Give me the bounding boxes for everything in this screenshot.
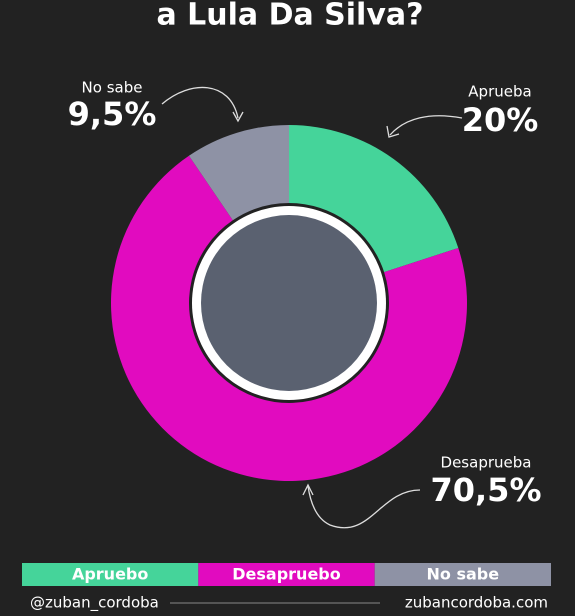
donut-segment [188, 125, 289, 221]
legend-swatch [22, 563, 199, 586]
legend-swatch [374, 563, 551, 586]
legend-label: Desapruebo [232, 565, 340, 584]
arrow-head [386, 125, 400, 138]
footer-right: zubancordoba.com [405, 594, 548, 612]
donut-segment [110, 155, 467, 481]
arrow [307, 485, 421, 529]
segment-label: No sabe [82, 79, 143, 97]
value-label: 9,5% [68, 95, 157, 133]
legend-label: No sabe [427, 565, 500, 584]
photo [201, 215, 377, 391]
legend-label: Apruebo [72, 565, 148, 584]
arrow-head [302, 483, 314, 496]
segment-label: Aprueba [468, 83, 531, 101]
value-label: 70,5% [430, 471, 541, 509]
arrow-head [232, 111, 244, 123]
legend-swatch [198, 563, 375, 586]
value-label: 20% [462, 101, 539, 139]
arrows [161, 86, 463, 529]
chart-title: a Lula Da Silva? [156, 0, 423, 33]
segment-label: Desaprueba [441, 454, 532, 472]
arrow [389, 115, 463, 136]
donut-segment [289, 125, 459, 273]
arrow [161, 86, 239, 119]
donut [110, 125, 467, 481]
footer-left: @zuban_cordoba [30, 594, 159, 613]
